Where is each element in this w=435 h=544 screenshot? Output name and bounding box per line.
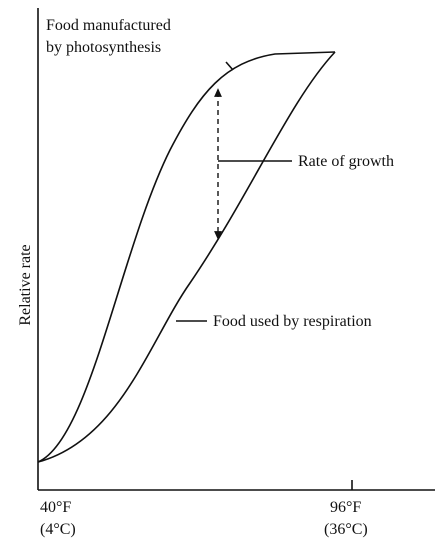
x-label: 40°F [40,499,71,516]
x-label: (4°C) [40,521,76,538]
x-label: 96°F [330,499,361,516]
leader-line [225,61,234,71]
respiration-curve [37,51,336,463]
y-axis-label: Relative rate [17,244,34,325]
label: by photosynthesis [46,39,161,56]
x-label: (36°C) [324,521,368,538]
photosynthesis-curve [37,51,336,463]
label: Food manufactured [46,17,171,34]
label: Food used by respiration [213,313,372,330]
label: Rate of growth [298,153,394,170]
